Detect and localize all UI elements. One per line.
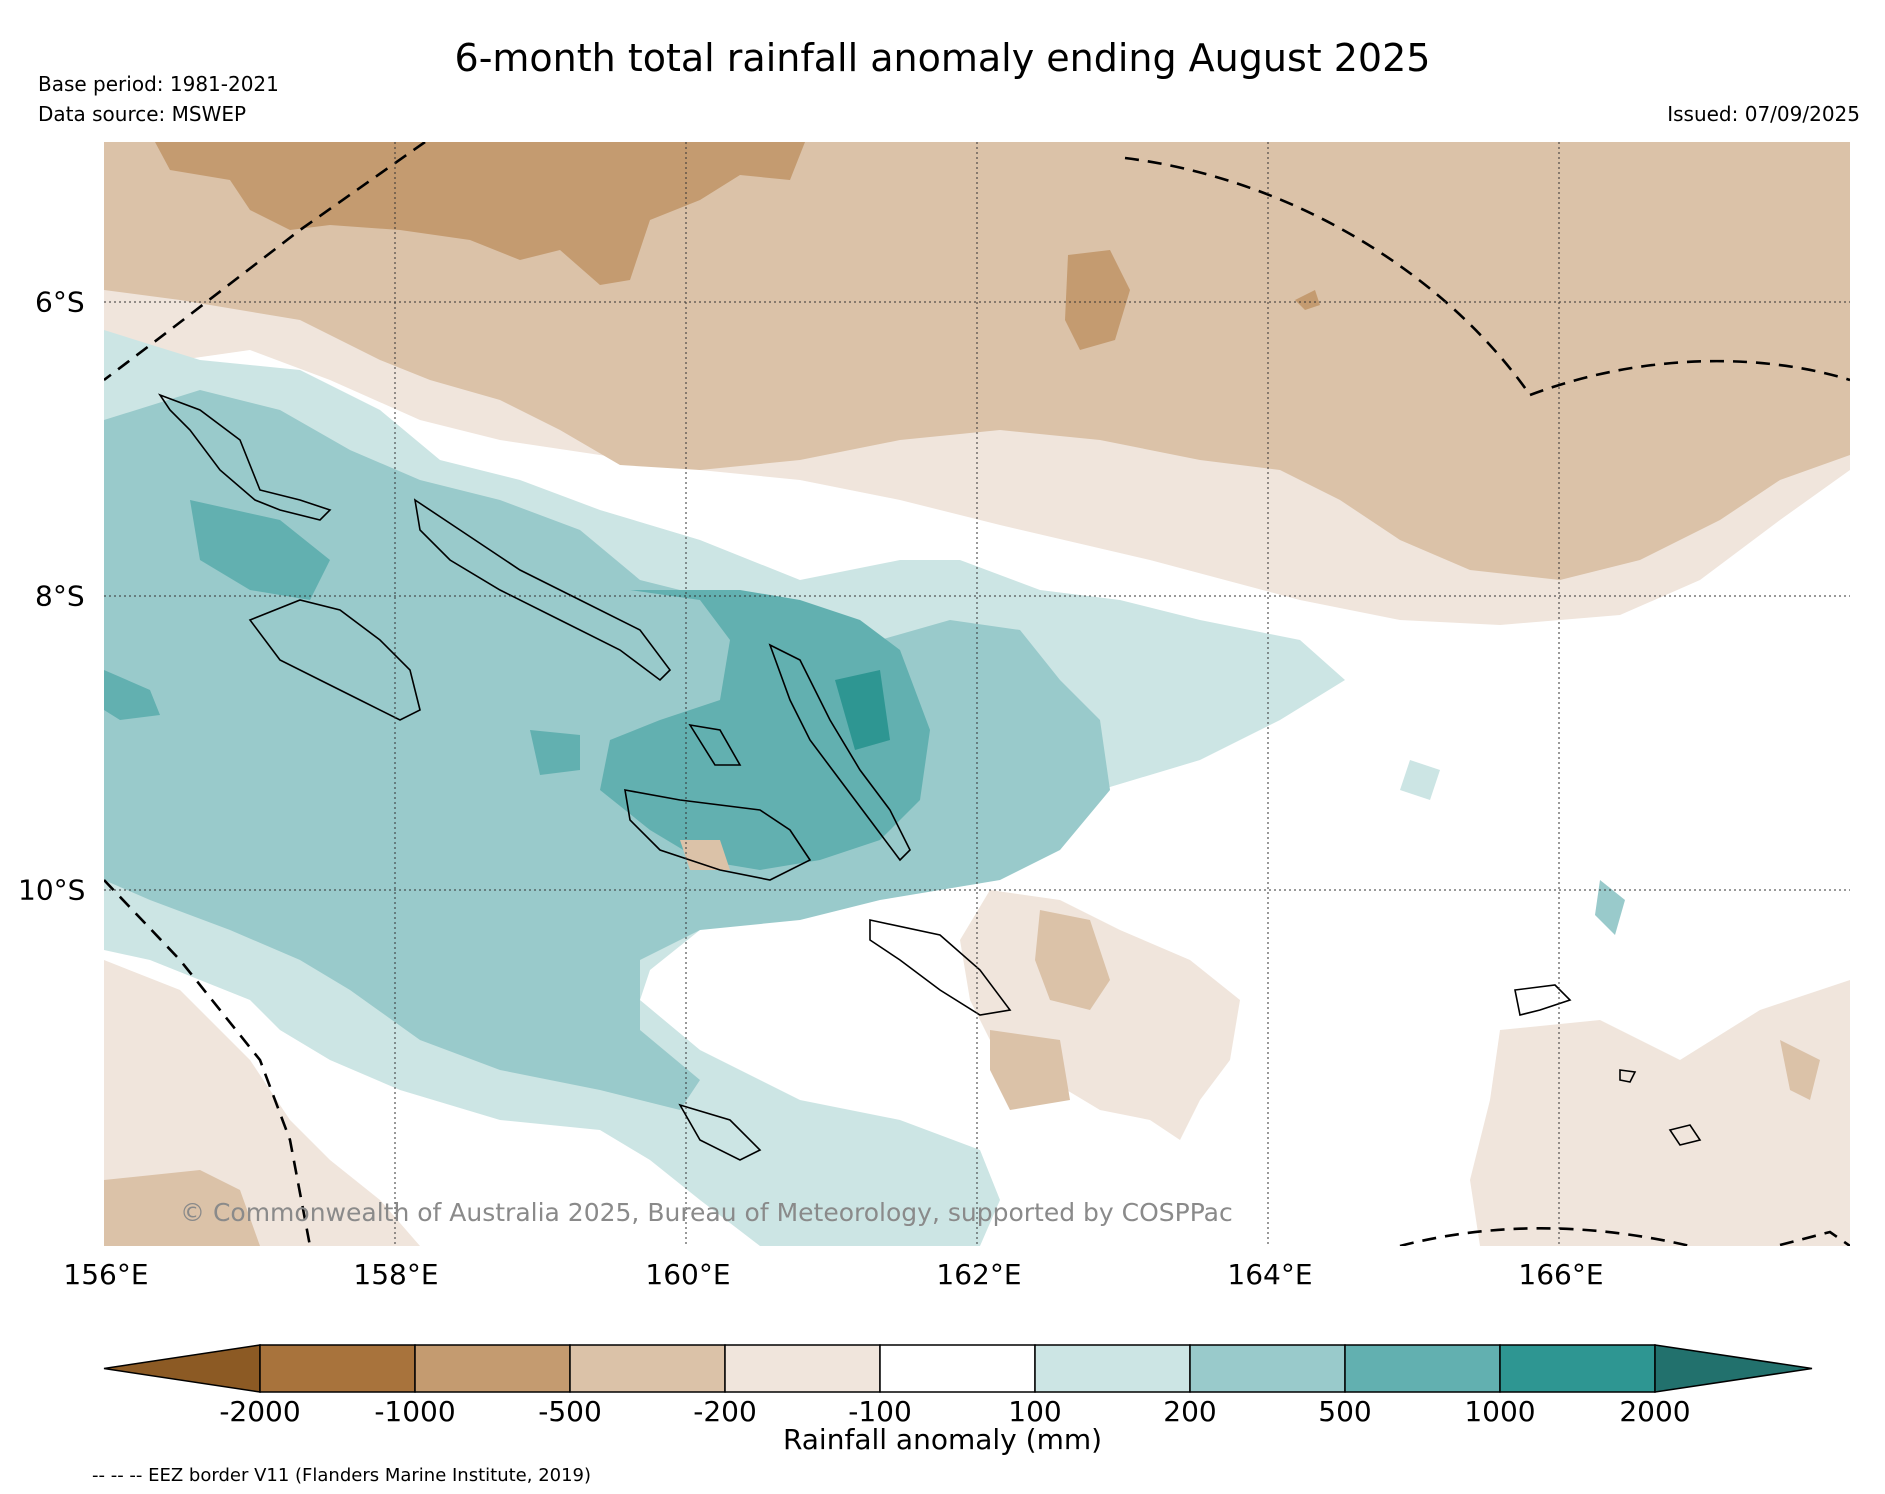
lon-label-164: 164°E [1227, 1258, 1313, 1291]
colorbar [103, 1344, 1813, 1393]
dry-patch-moderate [155, 142, 805, 285]
colorbar-segment [724, 1344, 881, 1393]
eez-borders [104, 142, 1850, 1246]
island-choiseul [157, 393, 332, 521]
colorbar-extend-high [1654, 1344, 1813, 1393]
island-utupua [1668, 1124, 1702, 1146]
lon-label-158: 158°E [353, 1258, 439, 1291]
colorbar-segment [259, 1344, 416, 1393]
colorbar-segment [879, 1344, 1036, 1393]
colorbar-segment [414, 1344, 571, 1393]
colorbar-tick-label: 2000 [1619, 1395, 1691, 1428]
map-title: 6-month total rainfall anomaly ending Au… [454, 36, 1431, 80]
colorbar-title: Rainfall anomaly (mm) [782, 1423, 1103, 1456]
colorbar-segment [569, 1344, 726, 1393]
graticule [104, 142, 1850, 1246]
dry-patch-moderate [1065, 250, 1130, 350]
island-new-georgia [248, 599, 421, 721]
issued-date: Issued: 07/09/2025 [1667, 102, 1860, 126]
colorbar-tick-label: -500 [538, 1395, 602, 1428]
colorbar-segment [1034, 1344, 1191, 1393]
wet-patch-high [530, 730, 580, 775]
colorbar-tick-label: 500 [1318, 1395, 1372, 1428]
island-nggela [688, 723, 742, 766]
lon-label-156: 156°E [63, 1258, 149, 1291]
colorbar-segment [1344, 1344, 1501, 1393]
data-source: Data source: MSWEP [38, 102, 247, 126]
dry-south-east [1470, 980, 1850, 1246]
wet-patch-high [104, 670, 160, 720]
island-small [1619, 1069, 1637, 1083]
wet-patch [1400, 760, 1440, 800]
colorbar-tick-label: -2000 [219, 1395, 301, 1428]
dry-south-central [960, 890, 1240, 1140]
colorbar-segment [1499, 1344, 1656, 1393]
island-malaita [768, 643, 911, 862]
lat-label-8s: 8°S [35, 579, 85, 613]
colorbar-tick-label: 1000 [1464, 1395, 1536, 1428]
island-santa-isabel [413, 498, 672, 682]
colorbar-tick-label: -200 [693, 1395, 757, 1428]
dry-south-central-moderate [990, 1030, 1070, 1110]
wet-patch-high [190, 500, 330, 600]
island-rennell [678, 1103, 762, 1161]
island-guadalcanal [624, 789, 812, 881]
lon-label-160: 160°E [645, 1258, 731, 1291]
wet-patch-peak [835, 670, 890, 750]
colorbar-tick-label: -100 [848, 1395, 912, 1428]
island-outlines [157, 393, 1702, 1161]
colorbar-tick-label: -1000 [374, 1395, 456, 1428]
eez-footnote: -- -- -- EEZ border V11 (Flanders Marine… [92, 1465, 592, 1486]
wet-patch [1595, 880, 1625, 935]
dry-south-central-moderate [1035, 910, 1110, 1010]
base-period: Base period: 1981-2021 [38, 72, 279, 96]
dry-south-west-moderate [104, 1170, 260, 1246]
lon-label-166: 166°E [1518, 1258, 1604, 1291]
colorbar-segment [1189, 1344, 1346, 1393]
colorbar-extend-low [103, 1344, 261, 1393]
lat-label-10s: 10°S [18, 873, 86, 907]
lat-label-6s: 6°S [35, 285, 85, 319]
copyright-notice: © Commonwealth of Australia 2025, Bureau… [180, 1198, 1233, 1227]
lon-label-162: 162°E [936, 1258, 1022, 1291]
dry-patch-moderate [1295, 290, 1320, 310]
island-santa-cruz [1514, 984, 1572, 1016]
wet-band-medium [104, 390, 1110, 1110]
island-makira [869, 919, 1012, 1016]
colorbar-tick-label: 100 [1008, 1395, 1062, 1428]
anomaly-contours [104, 142, 1850, 1246]
colorbar-tick-label: 200 [1163, 1395, 1217, 1428]
dry-south-east-moderate [1780, 1040, 1820, 1100]
dry-patch-moderate [680, 840, 730, 870]
